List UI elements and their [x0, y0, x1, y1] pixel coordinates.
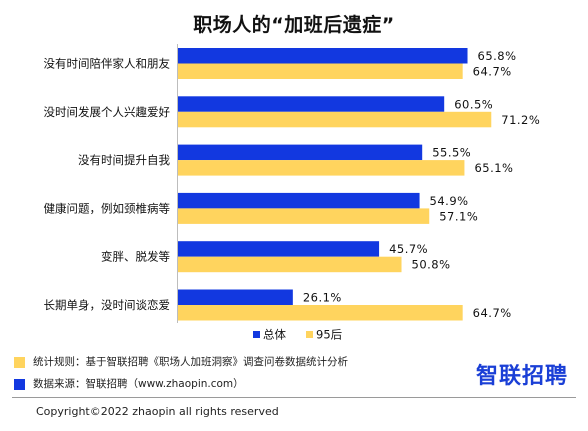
bar-95	[178, 63, 463, 79]
value-label: 65.8%	[478, 49, 517, 63]
value-label: 64.7%	[473, 306, 512, 320]
value-label: 26.1%	[303, 291, 342, 305]
note-rule-text: 统计规则：基于智联招聘《职场人加班洞察》调查问卷数据统计分析	[33, 356, 348, 368]
value-label: 54.9%	[430, 194, 469, 208]
note-swatch-blue	[14, 379, 25, 390]
bar-overall	[178, 96, 445, 112]
category-label: 变胖、脱发等	[101, 250, 170, 264]
copyright-text: Copyright©2022 zhaopin all rights reserv…	[36, 405, 279, 418]
category-label: 没有时间提升自我	[78, 153, 170, 167]
bar-overall	[178, 48, 468, 64]
value-label: 57.1%	[439, 209, 478, 223]
bar-overall	[178, 241, 380, 257]
value-label: 55.5%	[432, 146, 471, 160]
category-labels: 没有时间陪伴家人和朋友没时间发展个人兴趣爱好没有时间提升自我健康问题，例如颈椎病…	[44, 57, 171, 313]
brand-logo: 智联招聘	[475, 364, 568, 389]
value-label: 50.8%	[412, 258, 451, 272]
bar-overall	[178, 192, 420, 209]
value-label: 64.7%	[473, 65, 512, 79]
legend-label-overall: 总体	[263, 328, 286, 342]
bar-95	[178, 160, 465, 176]
legend-swatch-95	[306, 331, 313, 338]
category-label: 健康问题，例如颈椎病等	[44, 201, 171, 215]
bar-95	[178, 208, 430, 224]
category-label: 没有时间陪伴家人和朋友	[44, 57, 171, 71]
category-label: 没时间发展个人兴趣爱好	[44, 105, 171, 119]
value-label: 65.1%	[474, 161, 513, 175]
bar-95	[178, 305, 463, 321]
bar-95	[178, 111, 492, 128]
legend: 总体 95后	[253, 328, 342, 342]
legend-swatch-overall	[253, 331, 260, 338]
bar-overall	[178, 289, 293, 305]
bar-95	[178, 256, 402, 273]
bar-overall	[178, 144, 423, 161]
chart-title: 职场人的“加班后遗症”	[193, 14, 395, 36]
note-swatch-yellow	[14, 357, 25, 368]
value-label: 45.7%	[389, 242, 428, 256]
note-source-text: 数据来源：智联招聘（www.zhaopin.com）	[33, 378, 244, 390]
divider	[12, 397, 576, 398]
bars	[178, 48, 492, 321]
value-label: 71.2%	[501, 113, 540, 127]
category-label: 长期单身，没时间谈恋爱	[44, 298, 171, 312]
value-labels: 65.8% 64.7% 60.5% 71.2% 55.5%65.1% 54.9%57.1%…	[303, 49, 540, 320]
bar-chart: 没有时间陪伴家人和朋友没时间发展个人兴趣爱好没有时间提升自我健康问题，例如颈椎病…	[44, 44, 540, 342]
value-label: 60.5%	[454, 97, 493, 111]
legend-label-95: 95后	[316, 328, 342, 342]
